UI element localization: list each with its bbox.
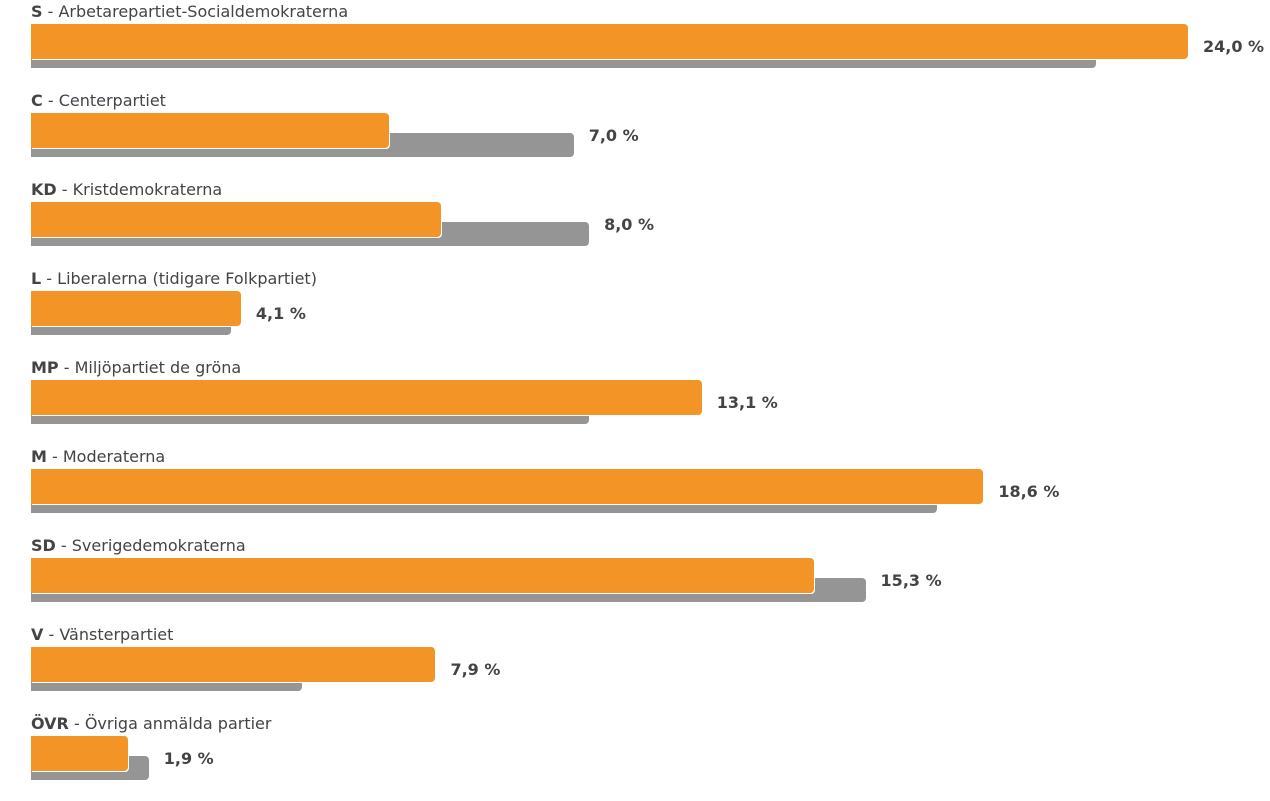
current-bar [31, 24, 1188, 59]
party-label: ÖVR - Övriga anmälda partier [31, 714, 272, 733]
current-bar [31, 469, 984, 504]
party-name: Moderaterna [62, 447, 166, 466]
party-code: ÖVR [31, 714, 69, 733]
current-bar [31, 736, 129, 771]
party-label: L - Liberalerna (tidigare Folkpartiet) [31, 269, 317, 288]
party-code: V [31, 625, 44, 644]
party-code: KD [31, 180, 57, 199]
party-name: Övriga anmälda partier [84, 714, 272, 733]
party-name: Sverigedemokraterna [71, 536, 246, 555]
party-code: MP [31, 358, 59, 377]
party-name: Arbetarepartiet-Socialdemokraterna [58, 2, 349, 21]
party-label: V - Vänsterpartiet [31, 625, 174, 644]
party-label: S - Arbetarepartiet-Socialdemokraterna [31, 2, 349, 21]
value-label: 8,0 % [604, 215, 655, 234]
party-code: SD [31, 536, 56, 555]
party-label: C - Centerpartiet [31, 91, 166, 110]
party-row-sd: SD - Sverigedemokraterna 15,3 % [0, 534, 1270, 623]
current-bar [31, 202, 441, 237]
current-bar [31, 380, 702, 415]
party-row-kd: KD - Kristdemokraterna 8,0 % [0, 178, 1270, 267]
party-name: Vänsterpartiet [59, 625, 174, 644]
party-code: S [31, 2, 43, 21]
value-label: 7,0 % [588, 126, 639, 145]
value-label: 24,0 % [1203, 37, 1265, 56]
party-name: Liberalerna (tidigare Folkpartiet) [57, 269, 317, 288]
party-row-m: M - Moderaterna 18,6 % [0, 445, 1270, 534]
party-code: M [31, 447, 47, 466]
value-label: 7,9 % [450, 660, 501, 679]
party-label: SD - Sverigedemokraterna [31, 536, 246, 555]
current-bar [31, 558, 815, 593]
party-code: L [31, 269, 42, 288]
party-code: C [31, 91, 43, 110]
party-name: Miljöpartiet de gröna [74, 358, 242, 377]
party-row-c: C - Centerpartiet 7,0 % [0, 89, 1270, 178]
party-row-övr: ÖVR - Övriga anmälda partier 1,9 % [0, 712, 1270, 801]
party-name: Centerpartiet [58, 91, 166, 110]
current-bar [31, 647, 436, 682]
party-name: Kristdemokraterna [72, 180, 223, 199]
party-row-s: S - Arbetarepartiet-Socialdemokraterna 24… [0, 0, 1270, 89]
current-bar [31, 113, 390, 148]
value-label: 18,6 % [998, 482, 1060, 501]
party-label: KD - Kristdemokraterna [31, 180, 223, 199]
current-bar [31, 291, 241, 326]
party-row-mp: MP - Miljöpartiet de gröna 13,1 % [0, 356, 1270, 445]
party-label: M - Moderaterna [31, 447, 166, 466]
party-row-v: V - Vänsterpartiet 7,9 % [0, 623, 1270, 712]
value-label: 15,3 % [880, 571, 942, 590]
value-label: 13,1 % [716, 393, 778, 412]
value-label: 1,9 % [163, 749, 214, 768]
party-label: MP - Miljöpartiet de gröna [31, 358, 242, 377]
party-row-l: L - Liberalerna (tidigare Folkpartiet) 4,… [0, 267, 1270, 356]
value-label: 4,1 % [255, 304, 306, 323]
